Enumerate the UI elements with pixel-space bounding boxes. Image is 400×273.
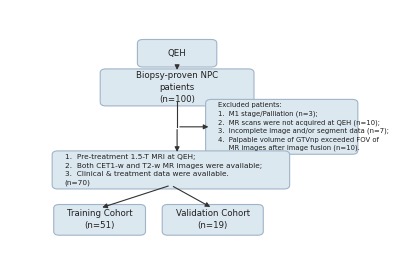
FancyBboxPatch shape <box>138 40 217 67</box>
Text: QEH: QEH <box>168 49 186 58</box>
FancyBboxPatch shape <box>206 99 358 154</box>
Text: Biopsy-proven NPC
patients
(n=100): Biopsy-proven NPC patients (n=100) <box>136 71 218 104</box>
Text: Training Cohort
(n=51): Training Cohort (n=51) <box>67 209 132 230</box>
Text: Validation Cohort
(n=19): Validation Cohort (n=19) <box>176 209 250 230</box>
FancyBboxPatch shape <box>100 69 254 106</box>
Text: 1.  Pre-treatment 1.5-T MRI at QEH;
2.  Both CET1-w and T2-w MR images were avai: 1. Pre-treatment 1.5-T MRI at QEH; 2. Bo… <box>64 154 262 186</box>
FancyBboxPatch shape <box>54 204 146 235</box>
FancyBboxPatch shape <box>162 204 263 235</box>
Text: Excluded patients:
1.  M1 stage/Palliation (n=3);
2.  MR scans were not acquired: Excluded patients: 1. M1 stage/Palliatio… <box>218 102 389 152</box>
FancyBboxPatch shape <box>52 151 290 189</box>
